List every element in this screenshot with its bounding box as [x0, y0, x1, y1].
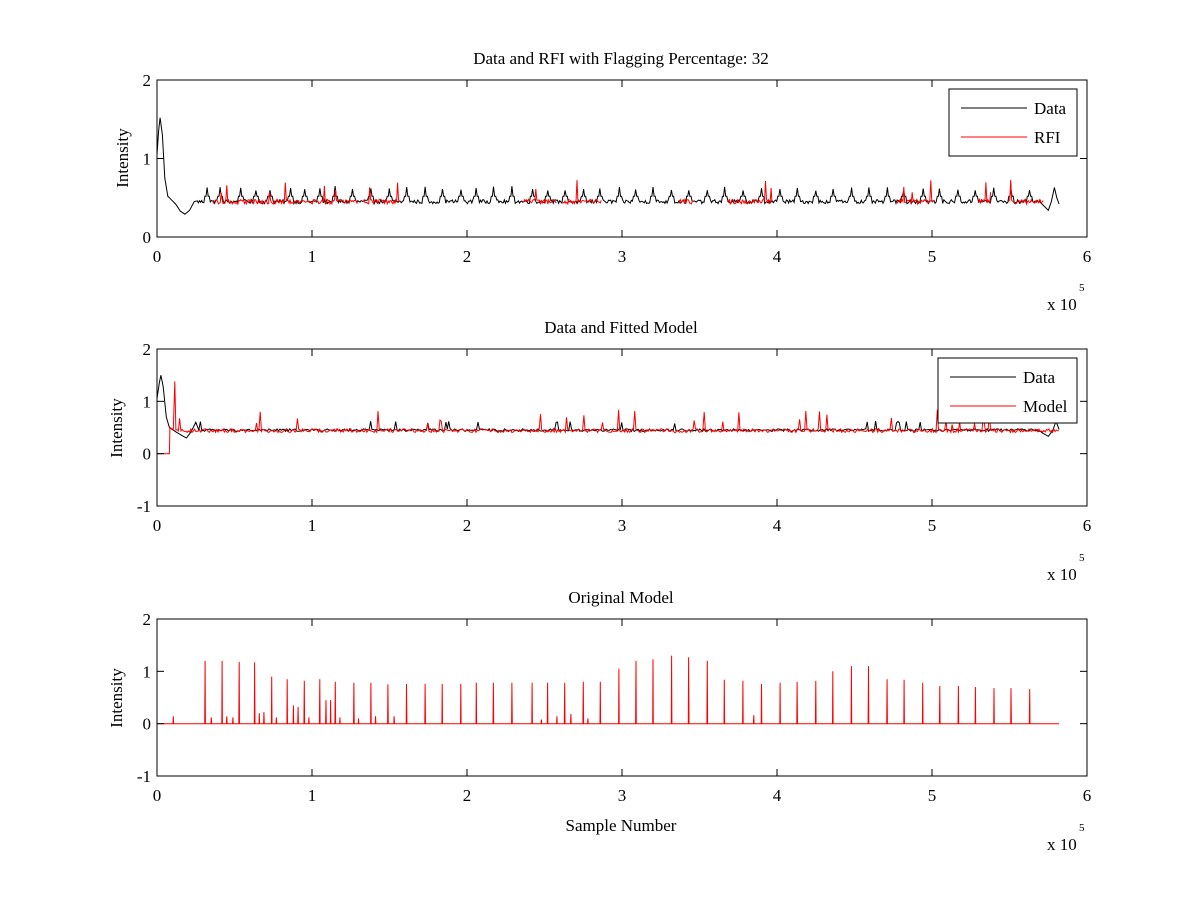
subplot-2-title: Data and Fitted Model: [544, 318, 698, 337]
legend-label-model: Model: [1023, 397, 1068, 416]
x-tick-label: 3: [618, 516, 627, 535]
y-tick-label: 0: [143, 445, 152, 464]
x-tick-label: 5: [928, 247, 937, 266]
subplot-1: Data and RFI with Flagging Percentage: 3…: [113, 49, 1091, 314]
y-tick-label: 1: [143, 662, 152, 681]
x-tick-label: 5: [928, 516, 937, 535]
subplot-1-x-multiplier-base: x 10: [1047, 295, 1077, 314]
x-tick-label: 3: [618, 786, 627, 805]
x-tick-label: 4: [773, 247, 782, 266]
rfi-segment-9: [1007, 179, 1044, 206]
x-tick-label: 2: [463, 247, 472, 266]
x-tick-label: 6: [1083, 786, 1092, 805]
subplot-3-ylabel: Intensity: [107, 668, 126, 728]
rfi-segment-7: [896, 180, 935, 206]
rfi-segment-5: [678, 197, 694, 205]
legend-box: [937, 357, 1078, 424]
subplot-1-title: Data and RFI with Flagging Percentage: 3…: [473, 49, 769, 68]
x-tick-label: 1: [308, 786, 317, 805]
y-tick-label: 2: [143, 340, 152, 359]
rfi-segment-4: [562, 180, 602, 206]
x-tick-label: 2: [463, 786, 472, 805]
legend-box: [948, 88, 1078, 157]
x-tick-label: 4: [773, 516, 782, 535]
rfi-segment-8: [978, 182, 992, 205]
y-tick-label: -1: [137, 497, 151, 516]
subplot-3: Original Model Intensity Sample Number x…: [107, 588, 1091, 854]
subplot-2: Data and Fitted Model Intensity x 10 5 0…: [107, 318, 1091, 584]
y-tick-label: 2: [143, 71, 152, 90]
x-tick-label: 0: [153, 786, 162, 805]
series-model-line: [157, 381, 1059, 455]
x-tick-label: 6: [1083, 247, 1092, 266]
subplot-3-xlabel: Sample Number: [566, 816, 677, 835]
x-tick-label: 4: [773, 786, 782, 805]
rfi-segment-6: [727, 180, 773, 206]
series-original-model-line: [157, 655, 1060, 725]
legend-label-rfi: RFI: [1034, 128, 1061, 147]
subplot-1-x-multiplier-exponent: 5: [1079, 282, 1085, 294]
subplot-3-x-multiplier-base: x 10: [1047, 835, 1077, 854]
x-tick-label: 1: [308, 516, 317, 535]
legend-label-data: Data: [1023, 368, 1056, 387]
x-tick-label: 1: [308, 247, 317, 266]
y-tick-label: 1: [143, 392, 152, 411]
subplot-1-plot-area: [157, 117, 1060, 215]
y-tick-label: 0: [143, 715, 152, 734]
y-tick-label: 1: [143, 150, 152, 169]
x-tick-label: 5: [928, 786, 937, 805]
subplot-2-ylabel: Intensity: [107, 398, 126, 458]
y-tick-label: 0: [143, 228, 152, 247]
rfi-segment-3: [522, 188, 557, 206]
rfi-segment-2: [362, 182, 401, 206]
subplot-2-x-multiplier-exponent: 5: [1079, 552, 1085, 564]
x-tick-label: 0: [153, 247, 162, 266]
y-tick-label: -1: [137, 767, 151, 786]
x-tick-label: 0: [153, 516, 162, 535]
y-tick-label: 2: [143, 610, 152, 629]
x-tick-label: 3: [618, 247, 627, 266]
subplot-1-ylabel: Intensity: [113, 128, 132, 188]
x-tick-label: 6: [1083, 516, 1092, 535]
legend-label-data: Data: [1034, 99, 1067, 118]
subplot-3-x-multiplier-exponent: 5: [1079, 822, 1085, 834]
x-tick-label: 2: [463, 516, 472, 535]
subplot-3-title: Original Model: [568, 588, 674, 607]
subplot-2-plot-area: [157, 375, 1060, 455]
rfi-segment-1: [212, 182, 358, 206]
subplot-2-x-multiplier-base: x 10: [1047, 565, 1077, 584]
subplot-3-plot-area: [157, 655, 1060, 725]
